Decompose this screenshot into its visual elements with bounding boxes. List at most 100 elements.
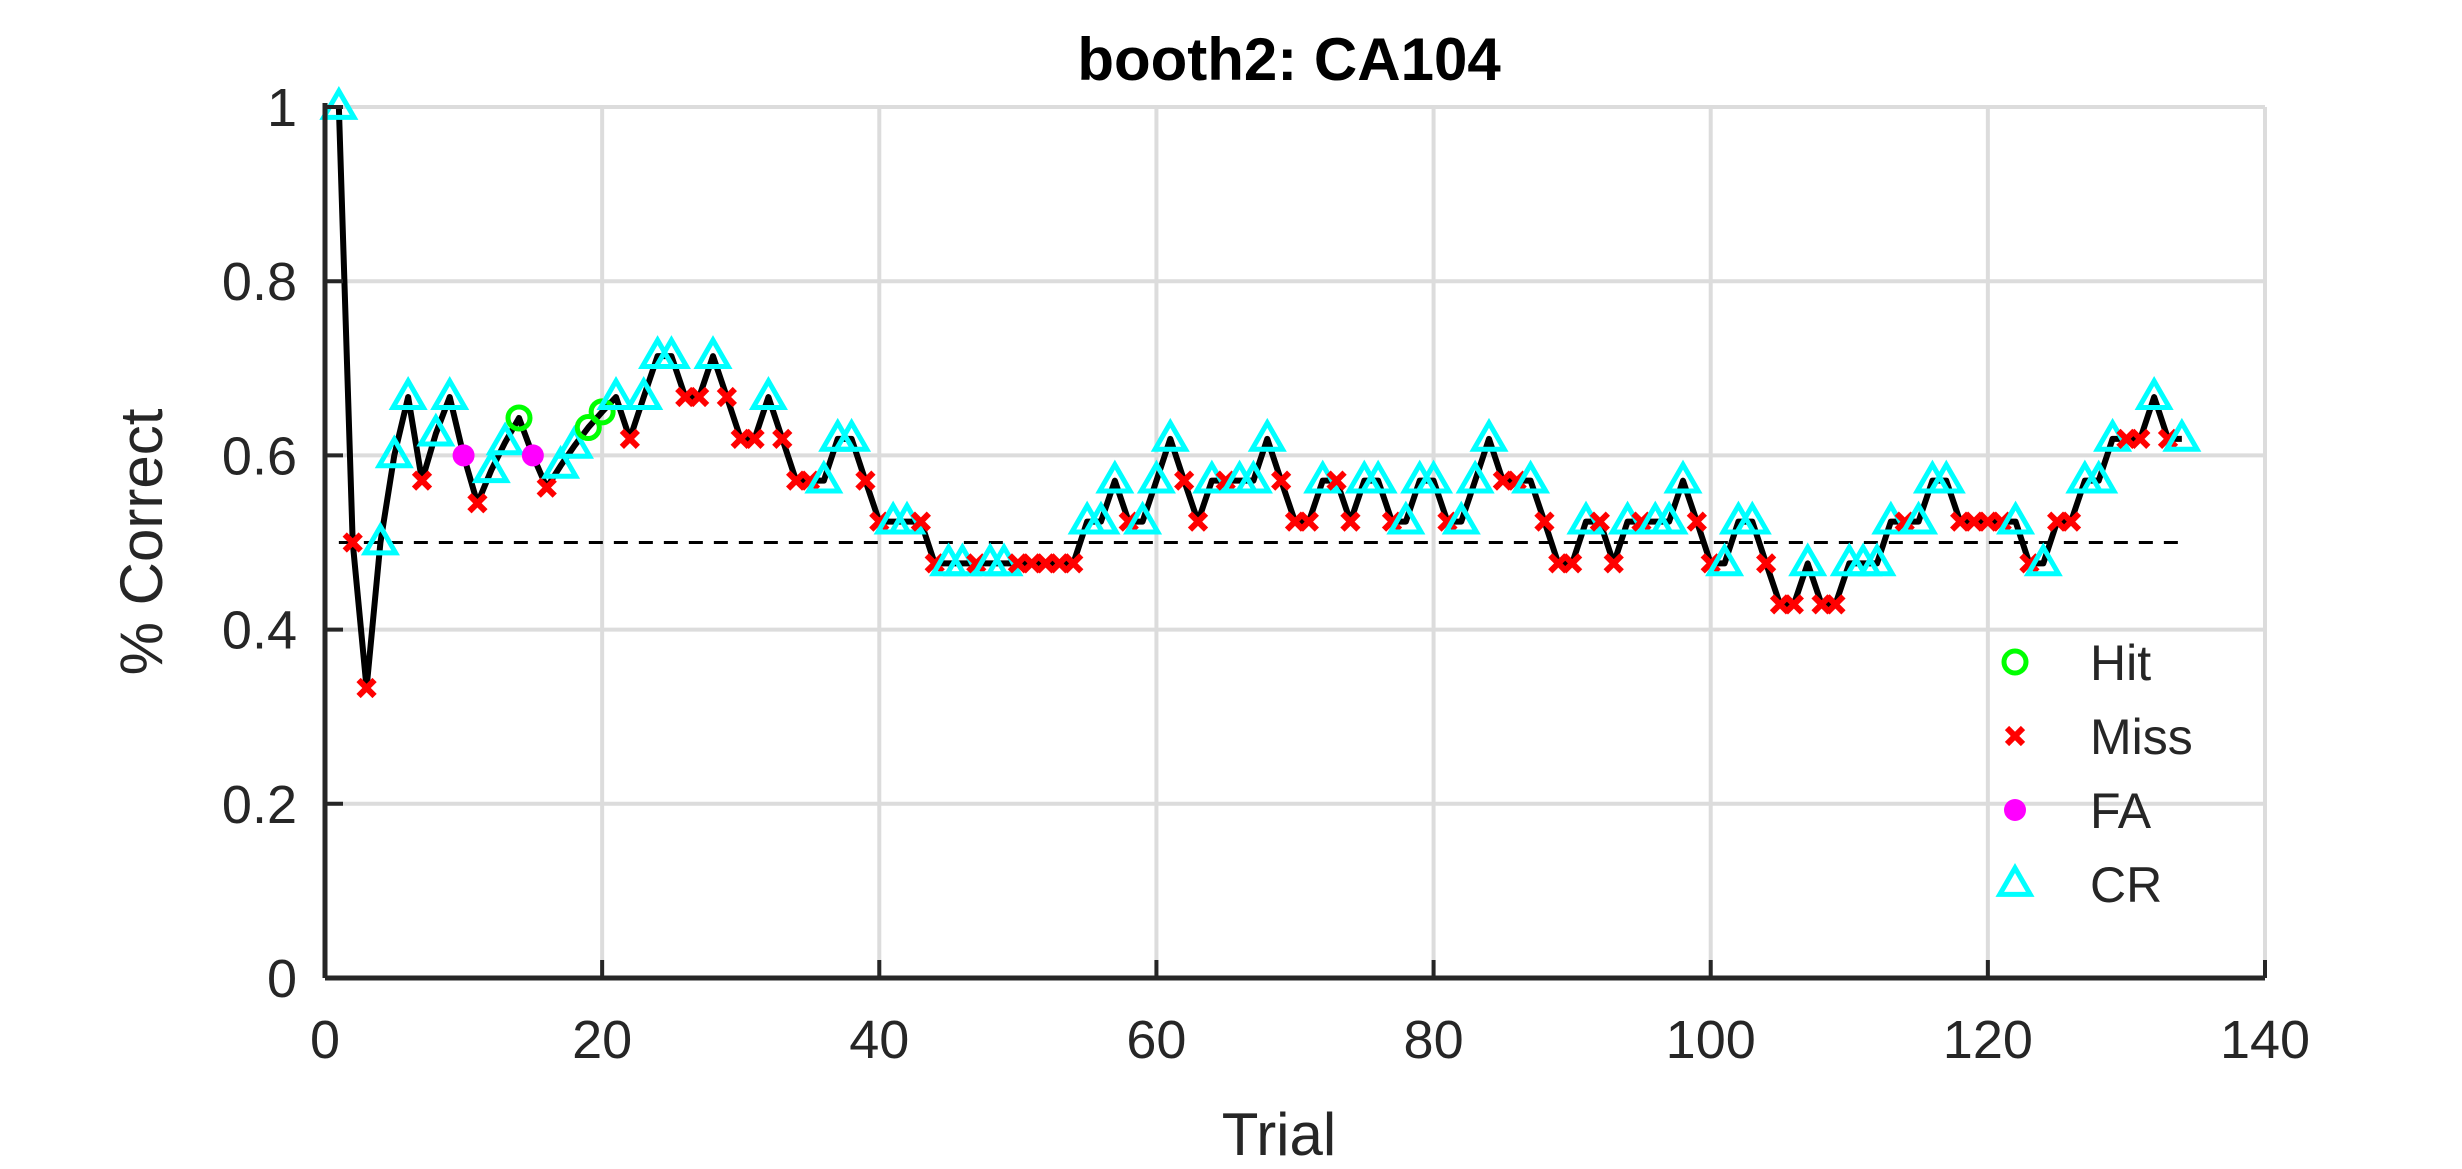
marker-miss bbox=[1534, 511, 1555, 532]
marker-cr bbox=[1649, 500, 1689, 535]
marker-cr bbox=[430, 376, 470, 410]
miss-stroke bbox=[619, 428, 640, 449]
miss-stroke bbox=[689, 386, 710, 408]
marker-miss bbox=[772, 428, 793, 449]
marker-cr bbox=[1455, 459, 1495, 494]
marker-miss bbox=[855, 470, 876, 491]
x-tick-label: 80 bbox=[1404, 1010, 1464, 1070]
legend-marker-hit bbox=[2001, 648, 2029, 676]
miss-stroke bbox=[2130, 428, 2151, 449]
miss-stroke bbox=[855, 470, 876, 491]
marker-cr bbox=[624, 376, 664, 410]
marker-cr bbox=[416, 412, 456, 447]
marker-miss bbox=[1271, 470, 1292, 491]
marker-miss bbox=[689, 386, 710, 408]
miss-stroke bbox=[467, 493, 488, 514]
miss-stroke bbox=[1686, 511, 1707, 532]
marker-miss bbox=[1326, 470, 1347, 491]
marker-miss bbox=[1686, 511, 1707, 532]
marker-cr bbox=[804, 459, 844, 494]
miss-stroke bbox=[1326, 470, 1347, 491]
marker-cr bbox=[748, 376, 788, 410]
marker-cr bbox=[1899, 500, 1939, 535]
marker-miss bbox=[411, 470, 433, 491]
miss-stroke bbox=[716, 386, 737, 408]
marker-cr bbox=[485, 421, 525, 456]
y-tick-label: 0.4 bbox=[222, 601, 297, 661]
y-axis-label: % Correct bbox=[108, 408, 175, 675]
miss-stroke bbox=[1174, 470, 1195, 491]
x-tick-label: 120 bbox=[1943, 1010, 2033, 1070]
marker-cr bbox=[2079, 459, 2119, 494]
marker-miss bbox=[1562, 553, 1583, 574]
marker-cr bbox=[1857, 542, 1897, 577]
marker-cr bbox=[596, 376, 636, 410]
marker-cr bbox=[1123, 500, 1163, 535]
miss-stroke bbox=[1187, 511, 1209, 532]
marker-cr bbox=[541, 444, 581, 479]
miss-stroke bbox=[1783, 594, 1804, 615]
miss-stroke bbox=[744, 428, 765, 449]
legend-label-fa: FA bbox=[2090, 783, 2152, 839]
y-tick-label: 0.6 bbox=[222, 426, 297, 486]
marker-cr bbox=[374, 434, 414, 469]
marker-miss bbox=[1603, 553, 1624, 574]
legend-marker-miss bbox=[2004, 725, 2026, 747]
x-tick-label: 40 bbox=[849, 1010, 909, 1070]
marker-cr bbox=[1441, 500, 1481, 535]
miss-stroke bbox=[910, 511, 931, 532]
marker-cr bbox=[1788, 542, 1828, 577]
legend-label-cr: CR bbox=[2090, 857, 2162, 913]
marker-cr bbox=[1926, 459, 1966, 494]
miss-stroke bbox=[356, 677, 377, 699]
marker-cr bbox=[1081, 500, 1121, 535]
marker-miss bbox=[619, 428, 640, 449]
marker-cr bbox=[1705, 542, 1745, 577]
miss-stroke bbox=[1825, 594, 1846, 615]
legend-marker-fa bbox=[2004, 799, 2026, 821]
x-axis-label: Trial bbox=[1222, 1101, 1336, 1168]
marker-cr bbox=[1386, 500, 1426, 535]
x-tick-label: 140 bbox=[2220, 1010, 2310, 1070]
marker-cr bbox=[1663, 459, 1703, 494]
marker-cr bbox=[554, 424, 594, 459]
miss-stroke bbox=[1562, 553, 1583, 574]
marker-miss bbox=[2060, 511, 2082, 532]
marker-miss bbox=[536, 477, 557, 498]
marker-miss bbox=[467, 493, 488, 514]
miss-stroke bbox=[2004, 725, 2026, 747]
marker-cr bbox=[471, 449, 511, 484]
marker-cr bbox=[2134, 376, 2174, 410]
marker-hit bbox=[574, 414, 602, 442]
marker-miss bbox=[1340, 511, 1361, 532]
miss-stroke bbox=[1534, 511, 1555, 532]
data-markers bbox=[319, 85, 2202, 699]
x-tick-label: 0 bbox=[310, 1010, 340, 1070]
marker-miss bbox=[1825, 594, 1846, 615]
marker-miss bbox=[1589, 511, 1610, 532]
miss-stroke bbox=[1603, 553, 1624, 574]
marker-cr bbox=[1414, 459, 1454, 494]
marker-fa bbox=[452, 444, 475, 467]
marker-cr bbox=[360, 521, 400, 556]
marker-fa bbox=[521, 444, 544, 467]
marker-miss bbox=[342, 532, 363, 553]
y-tick-label: 0.8 bbox=[222, 252, 297, 312]
marker-hit bbox=[505, 404, 533, 432]
marker-cr bbox=[319, 85, 359, 120]
grid bbox=[323, 105, 2267, 980]
axes bbox=[322, 103, 2267, 981]
miss-stroke bbox=[1298, 511, 1319, 532]
series-line bbox=[335, 106, 2182, 691]
marker-miss bbox=[1756, 553, 1777, 574]
miss-stroke bbox=[1271, 470, 1292, 491]
marker-miss bbox=[2130, 428, 2151, 449]
marker-miss bbox=[1174, 470, 1195, 491]
x-tick-label: 100 bbox=[1666, 1010, 1756, 1070]
miss-stroke bbox=[1063, 553, 1084, 574]
x-tick-label: 20 bbox=[572, 1010, 632, 1070]
x-tick-labels: 0 20 40 60 80 100 120 140 bbox=[310, 1010, 2310, 1070]
legend-label-miss: Miss bbox=[2090, 709, 2193, 765]
legend-label-hit: Hit bbox=[2090, 635, 2151, 691]
